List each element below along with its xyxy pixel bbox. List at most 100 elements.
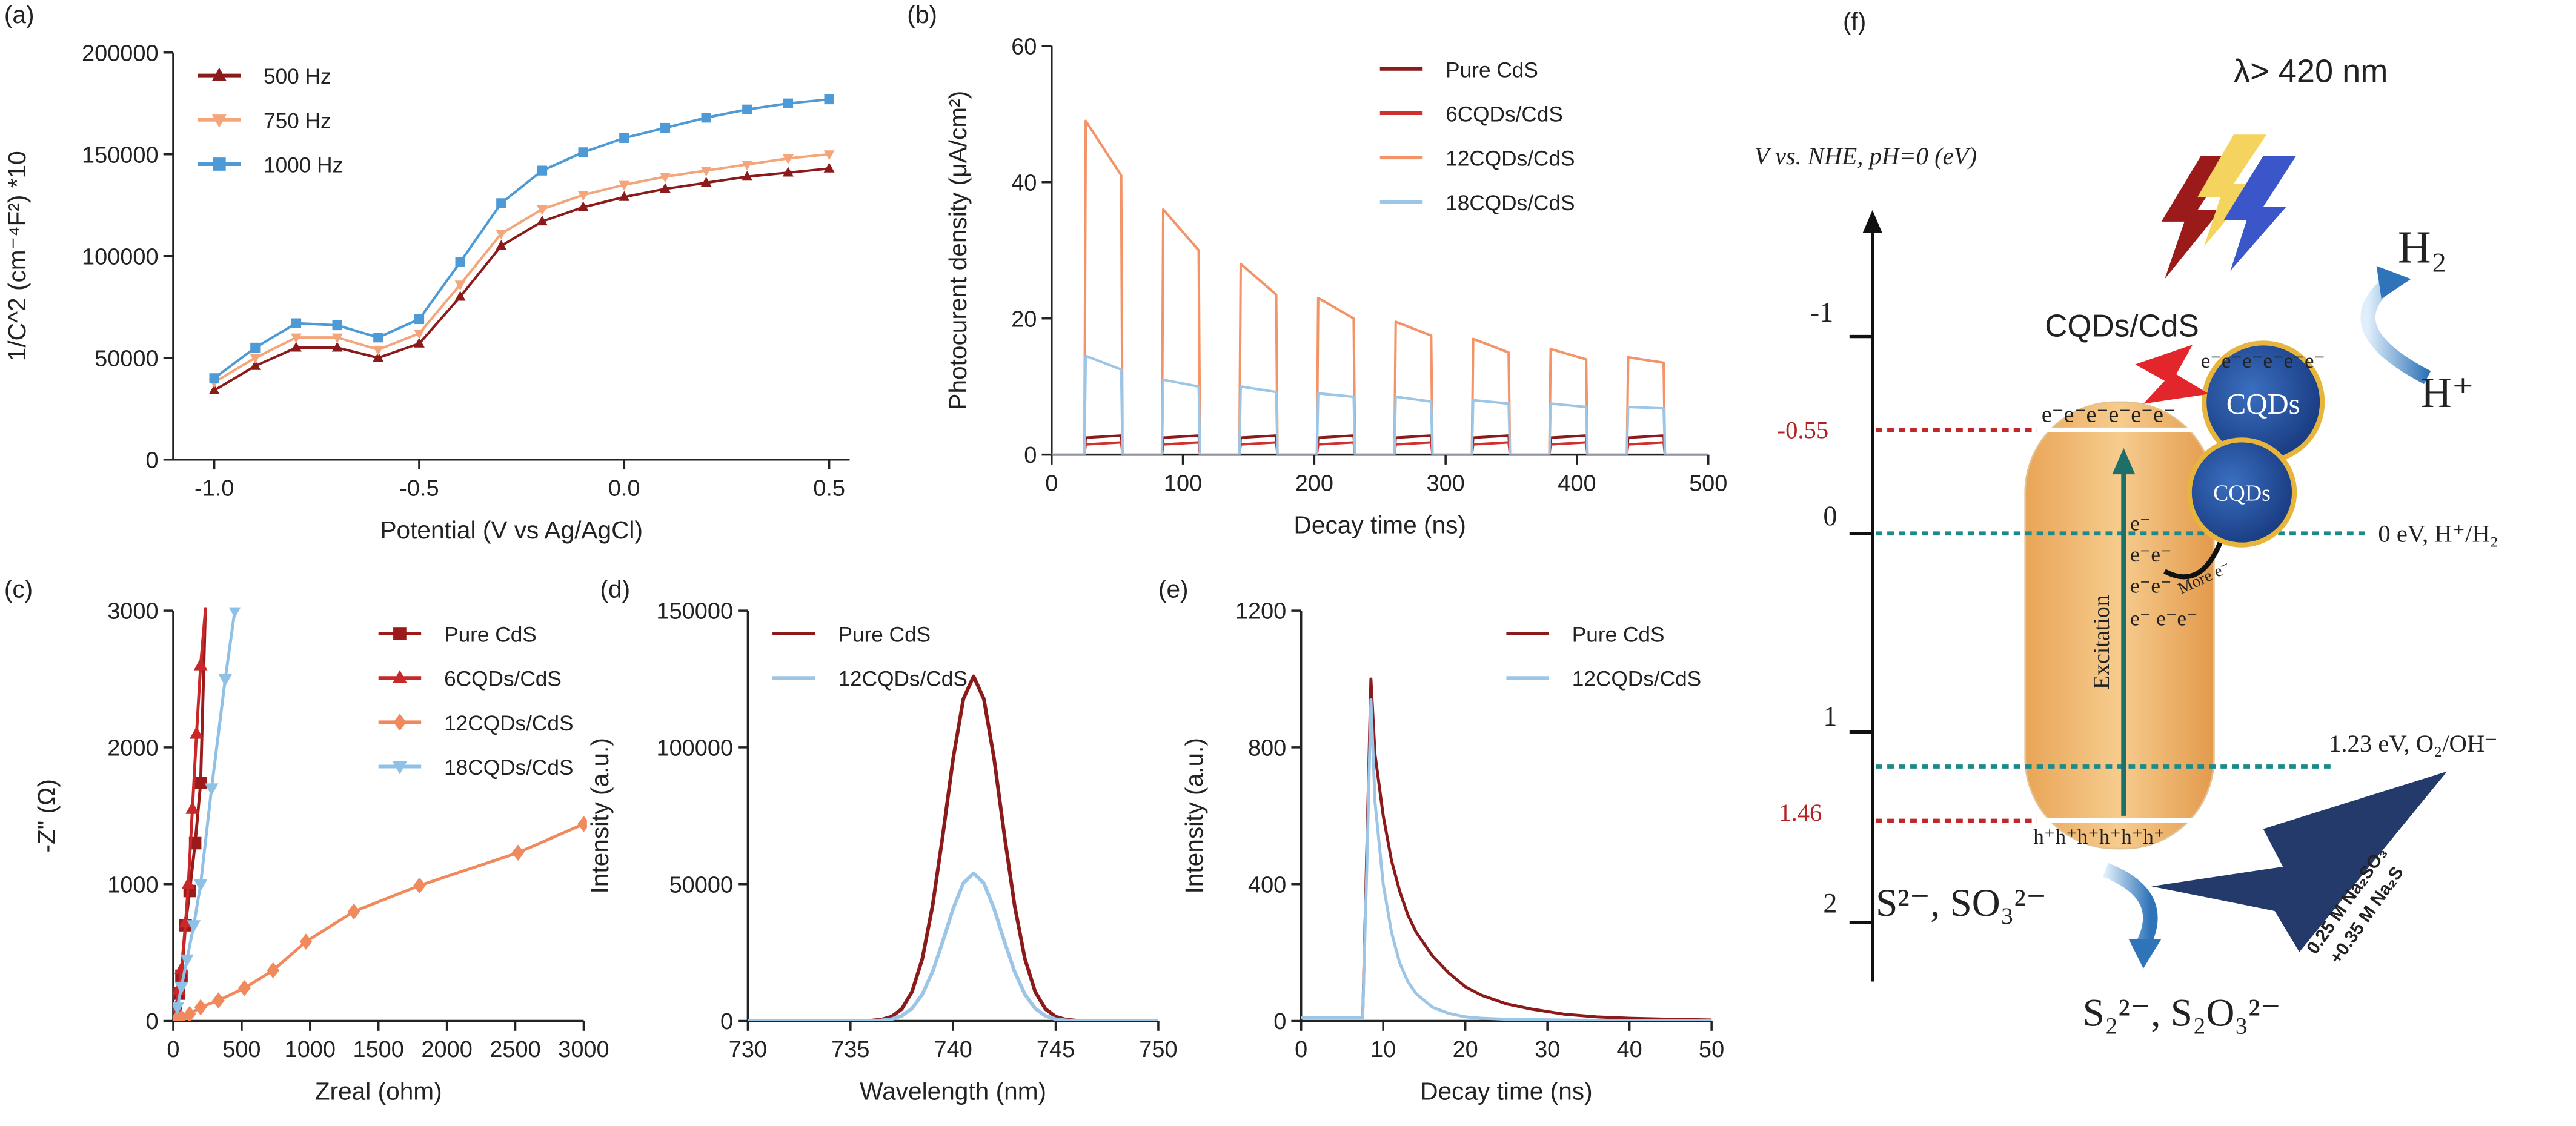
marker xyxy=(173,1002,185,1015)
axis-arrow xyxy=(1862,210,1882,233)
marker xyxy=(291,342,302,352)
series-line xyxy=(748,871,1158,1021)
y-tick-label: 1200 xyxy=(1235,599,1286,624)
marker xyxy=(180,954,194,967)
x-tick-label: 0.0 xyxy=(608,475,640,501)
electrons: e⁻ xyxy=(2130,511,2151,535)
axis-tick-label: -1 xyxy=(1810,297,1833,328)
marker xyxy=(208,384,220,395)
legend-label: Pure CdS xyxy=(444,623,537,647)
legend-label: 750 Hz xyxy=(264,109,331,133)
y-tick-label: 60 xyxy=(1011,34,1037,59)
marker xyxy=(454,280,466,291)
marker xyxy=(577,201,589,211)
hplus-label: H⁺ xyxy=(2421,369,2474,417)
x-tick-label: 750 xyxy=(1139,1037,1177,1062)
legend-label: 12CQDs/CdS xyxy=(1572,667,1701,691)
x-tick-label: 1000 xyxy=(285,1037,336,1062)
marker xyxy=(537,165,548,176)
y-tick-label: 0 xyxy=(1024,443,1037,468)
y-tick-label: 150000 xyxy=(82,142,159,168)
marker xyxy=(299,933,313,950)
marker xyxy=(193,658,208,671)
legend-marker xyxy=(213,157,226,171)
arrowhead xyxy=(2128,939,2162,969)
marker xyxy=(511,844,525,861)
y-axis-title: Photocurent density (μA/cm²) xyxy=(944,91,972,410)
electrons: e⁻e⁻e⁻e⁻e⁻e⁻ xyxy=(2201,349,2325,373)
marker xyxy=(250,354,261,364)
plot-area xyxy=(1051,119,1708,455)
panel-label: (d) xyxy=(600,575,631,603)
y-tick-label: 100000 xyxy=(82,244,159,270)
h2-label: H₂ xyxy=(2398,222,2447,273)
y-tick-label: 0 xyxy=(1273,1009,1286,1035)
axis-tick-label: 0 xyxy=(1823,500,1837,531)
arrowhead xyxy=(2376,266,2411,299)
x-tick-label: 20 xyxy=(1453,1037,1478,1062)
x-tick-label: 1500 xyxy=(353,1037,404,1062)
x-axis-title: Decay time (ns) xyxy=(1420,1078,1592,1105)
x-tick-label: 735 xyxy=(831,1037,869,1062)
panel-label: (e) xyxy=(1158,575,1189,603)
x-axis-title: Wavelength (nm) xyxy=(860,1078,1046,1105)
x-tick-label: 0 xyxy=(1045,471,1058,496)
legend-label: 18CQDs/CdS xyxy=(444,756,573,780)
panel-label: (a) xyxy=(4,1,35,28)
light-bolt xyxy=(2161,156,2234,279)
marker xyxy=(267,962,280,979)
axis-tick-label: 2 xyxy=(1823,888,1837,919)
x-tick-label: 730 xyxy=(729,1037,767,1062)
x-tick-label: 400 xyxy=(1558,471,1596,496)
series-line xyxy=(1051,119,1708,455)
plot-area xyxy=(173,607,587,1021)
cqd-label: CQDs xyxy=(2226,388,2300,420)
legend-marker xyxy=(393,714,407,731)
legend-label: 12CQDs/CdS xyxy=(444,712,573,735)
cb-label: -0.55 xyxy=(1778,417,1829,444)
marker xyxy=(331,333,343,343)
marker xyxy=(175,1009,188,1021)
marker xyxy=(742,104,752,114)
axis-tick-label: 1 xyxy=(1823,701,1837,732)
x-tick-label: -1.0 xyxy=(194,475,234,501)
light-bolt xyxy=(2197,134,2267,247)
x-axis-title: Potential (V vs Ag/AgCl) xyxy=(380,516,643,544)
legend-label: 500 Hz xyxy=(264,65,331,88)
x-tick-label: 50 xyxy=(1699,1037,1724,1062)
y-tick-label: 0 xyxy=(720,1009,733,1035)
marker xyxy=(577,815,587,832)
x-tick-label: 0 xyxy=(167,1037,179,1062)
legend-label: 6CQDs/CdS xyxy=(444,667,562,691)
y-tick-label: 200000 xyxy=(82,41,159,66)
marker xyxy=(414,314,425,325)
marker xyxy=(700,167,712,177)
legend-marker xyxy=(211,114,227,128)
marker xyxy=(185,801,199,814)
marker xyxy=(332,320,342,331)
series-line xyxy=(213,167,829,392)
marker xyxy=(250,342,261,353)
h2-arrow xyxy=(2360,276,2431,385)
diagram: (f) λ> 420 nm V vs. NHE, pH=0 (eV) -1 0 … xyxy=(1754,7,2498,1035)
x-tick-label: 0.5 xyxy=(813,475,845,501)
marker xyxy=(174,981,188,995)
x-axis-title: Zreal (ohm) xyxy=(315,1078,442,1105)
transfer-bolt xyxy=(2135,345,2209,404)
y-tick-label: 3000 xyxy=(107,599,158,624)
marker xyxy=(373,345,384,356)
oxidation-arrow xyxy=(2102,863,2158,947)
y-tick-label: 2000 xyxy=(107,735,158,761)
electrons: e⁻e⁻e⁻e⁻e⁻e⁻ xyxy=(2042,402,2176,427)
legend-marker xyxy=(211,67,227,81)
marker xyxy=(414,329,425,340)
axis-title: V vs. NHE, pH=0 (eV) xyxy=(1754,142,1977,170)
cds-particle xyxy=(2024,401,2215,850)
marker xyxy=(238,979,251,996)
panel-label: (f) xyxy=(1843,7,1866,35)
marker xyxy=(455,257,465,267)
y-tick-label: 800 xyxy=(1248,735,1286,761)
marker xyxy=(331,342,343,352)
marker xyxy=(413,877,426,894)
